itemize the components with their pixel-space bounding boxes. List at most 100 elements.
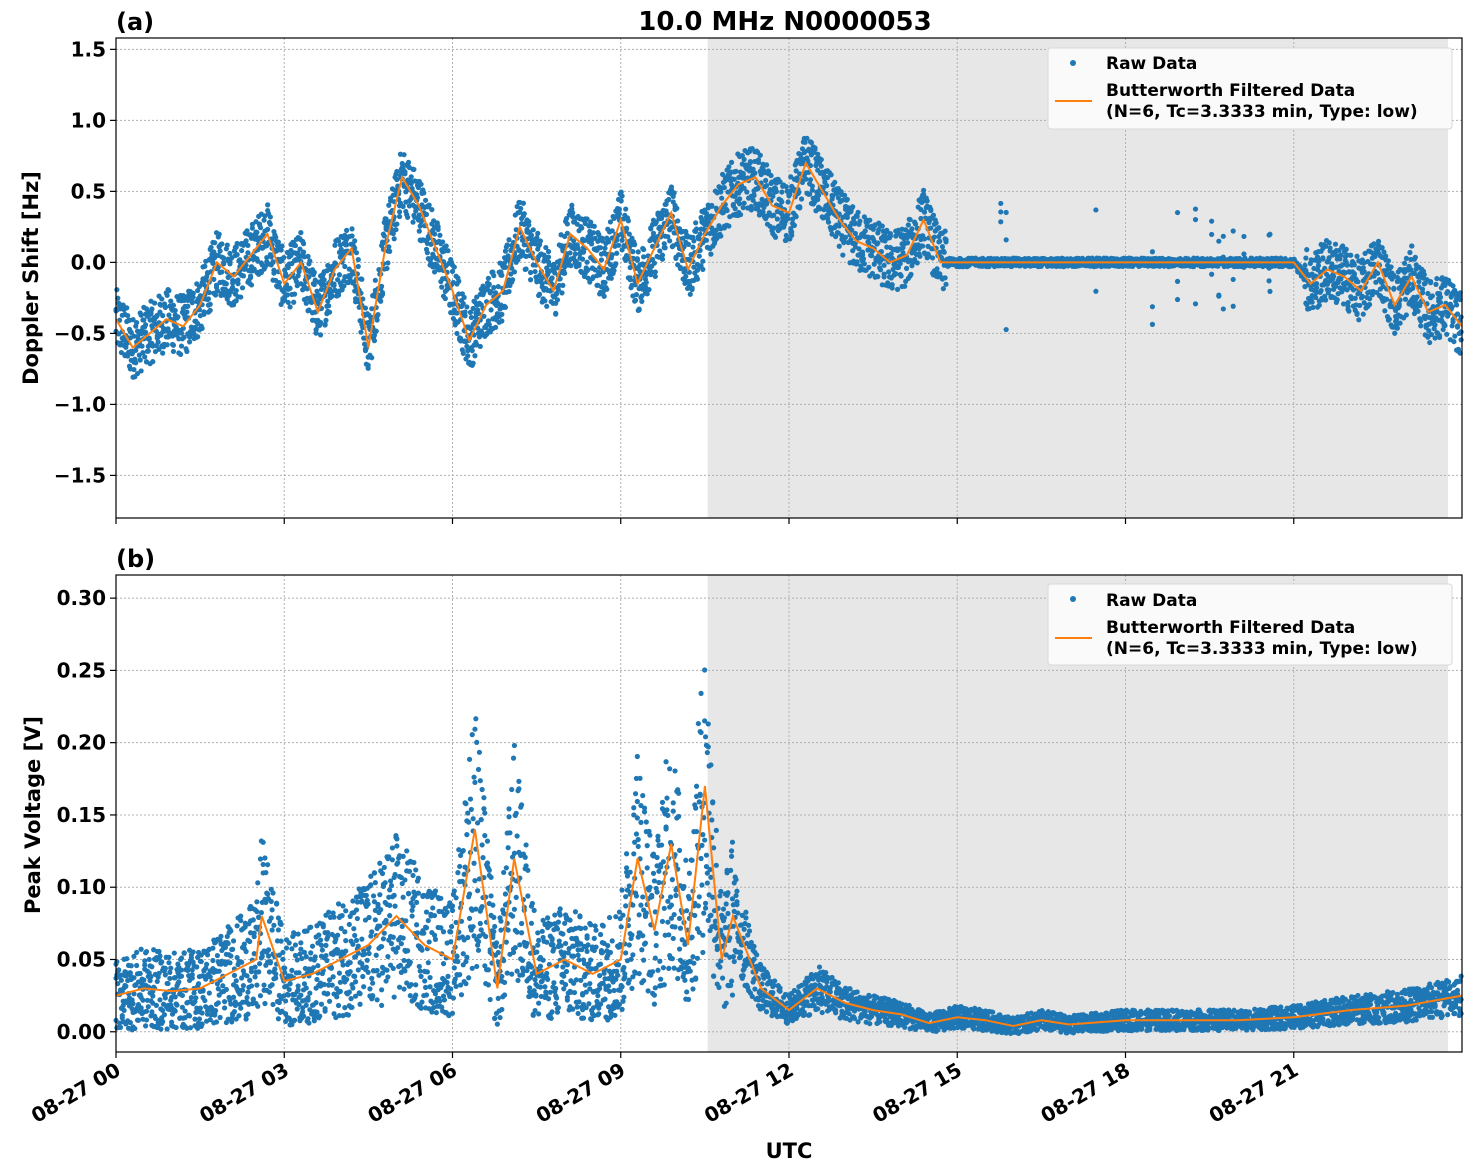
raw-data-point (362, 305, 369, 311)
raw-data-point (905, 222, 911, 228)
raw-data-point (1241, 233, 1247, 240)
raw-data-point (133, 360, 139, 366)
raw-data-point (317, 332, 324, 338)
raw-data-point (130, 1001, 136, 1007)
raw-data-point (842, 234, 849, 240)
raw-data-point (633, 292, 640, 298)
raw-data-point (202, 997, 208, 1004)
raw-data-point (230, 994, 237, 1000)
raw-data-point (809, 187, 815, 193)
raw-data-point (921, 209, 928, 215)
raw-data-point (854, 259, 860, 265)
y-tick-label: 0.5 (71, 179, 106, 203)
raw-data-point (668, 184, 675, 190)
raw-data-point (314, 288, 320, 294)
raw-data-point (485, 275, 491, 281)
raw-data-point (1344, 262, 1350, 268)
raw-data-point (1149, 304, 1156, 310)
raw-data-point (1310, 304, 1316, 311)
raw-data-point (213, 282, 220, 288)
raw-data-point (233, 978, 239, 984)
raw-data-point (138, 312, 144, 318)
raw-data-point (998, 209, 1004, 215)
raw-data-point (360, 296, 366, 302)
raw-data-point (570, 210, 576, 216)
raw-data-point (502, 304, 509, 310)
raw-data-point (219, 241, 225, 247)
raw-data-point (1375, 238, 1382, 244)
raw-data-point (390, 230, 396, 237)
raw-data-point (170, 342, 177, 348)
raw-data-point (632, 297, 639, 303)
raw-data-point (410, 219, 416, 225)
raw-data-point (643, 279, 649, 286)
raw-data-point (153, 1002, 159, 1008)
raw-data-point (142, 958, 148, 964)
raw-data-point (504, 242, 510, 248)
raw-data-point (851, 219, 858, 226)
raw-data-point (614, 237, 620, 243)
raw-data-point (924, 198, 930, 204)
raw-data-point (907, 217, 913, 223)
raw-data-point (943, 281, 949, 287)
raw-data-point (928, 207, 934, 214)
raw-data-point (460, 300, 466, 307)
raw-data-point (652, 269, 658, 275)
raw-data-point (295, 273, 301, 279)
raw-data-point (378, 298, 384, 304)
legend-label-filtered-params: (N=6, Tc=3.3333 min, Type: low) (1106, 102, 1418, 122)
raw-data-point (1458, 337, 1464, 343)
raw-data-point (585, 267, 591, 273)
raw-data-point (352, 238, 358, 244)
raw-data-point (228, 928, 234, 934)
raw-data-point (465, 348, 471, 354)
raw-data-point (287, 304, 293, 310)
raw-data-point (639, 298, 645, 304)
raw-data-point (862, 228, 868, 234)
raw-data-point (475, 310, 482, 317)
raw-data-point (385, 260, 391, 266)
raw-data-point (741, 200, 747, 206)
raw-data-point (145, 348, 151, 354)
raw-data-point (523, 266, 529, 272)
raw-data-point (690, 244, 696, 250)
raw-data-point (693, 226, 700, 232)
raw-data-point (1401, 260, 1408, 266)
raw-data-point (571, 238, 577, 244)
raw-data-point (816, 192, 822, 198)
raw-data-point (1331, 273, 1337, 279)
raw-data-point (998, 219, 1004, 225)
raw-data-point (1360, 311, 1366, 317)
raw-data-point (491, 284, 497, 291)
raw-data-point (460, 350, 466, 356)
raw-data-point (118, 977, 124, 983)
raw-data-point (1359, 293, 1365, 299)
raw-data-point (165, 980, 171, 987)
raw-data-point (546, 268, 553, 274)
raw-data-point (405, 159, 412, 165)
raw-data-point (355, 257, 361, 263)
raw-data-point (292, 242, 299, 249)
raw-data-point (249, 221, 255, 227)
raw-data-point (461, 294, 467, 301)
raw-data-point (584, 259, 590, 265)
raw-data-point (933, 220, 939, 226)
raw-data-point (372, 277, 378, 283)
raw-data-point (619, 247, 625, 253)
raw-data-point (1421, 272, 1427, 278)
raw-data-point (941, 249, 947, 255)
raw-data-point (369, 306, 375, 312)
raw-data-point (741, 156, 747, 163)
raw-data-point (904, 240, 911, 246)
raw-data-point (387, 248, 393, 254)
raw-data-point (943, 239, 949, 245)
raw-data-point (481, 313, 487, 319)
raw-data-point (162, 965, 168, 971)
raw-data-point (1357, 302, 1363, 309)
raw-data-point (371, 338, 378, 344)
raw-data-point (683, 273, 689, 279)
raw-data-point (939, 244, 946, 250)
raw-data-point (416, 228, 422, 234)
raw-data-point (1192, 216, 1199, 223)
raw-data-point (1230, 276, 1236, 283)
